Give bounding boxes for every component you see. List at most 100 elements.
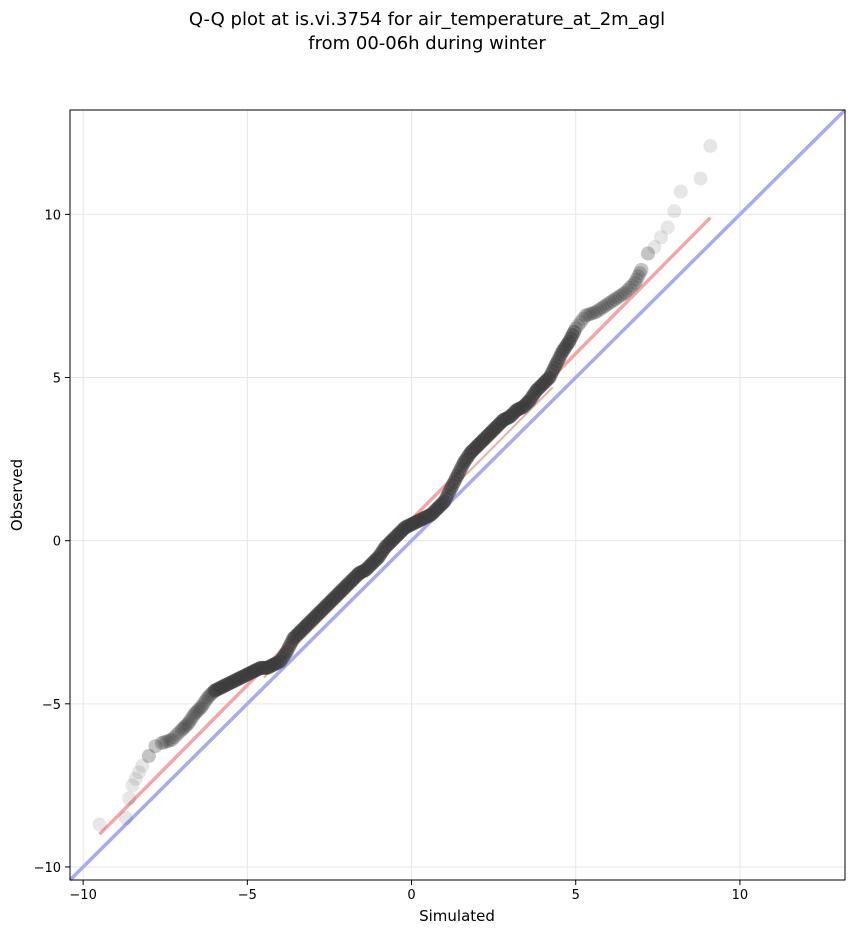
qq-point: [135, 758, 150, 773]
qq-point: [605, 293, 620, 308]
y-tick-label: 10: [44, 208, 61, 223]
qq-point: [585, 306, 600, 321]
qq-point: [615, 287, 630, 302]
qq-point: [613, 288, 628, 303]
qq-point: [625, 278, 640, 293]
qq-point: [581, 307, 596, 322]
y-axis-label: Observed: [8, 459, 26, 531]
qq-point: [620, 283, 635, 298]
qq-point: [632, 266, 647, 281]
qq-point: [167, 730, 182, 745]
qq-point: [598, 298, 613, 313]
qq-point: [164, 732, 179, 747]
qq-point: [187, 706, 202, 721]
qq-point: [571, 318, 586, 333]
y-axis-ticks: −10 −5 0 5 10: [34, 208, 70, 876]
qq-point: [673, 184, 688, 199]
qq-point: [186, 709, 201, 724]
qq-point: [588, 305, 603, 320]
identity-line: [68, 108, 847, 882]
qq-point: [595, 300, 610, 315]
qq-point: [194, 700, 209, 715]
plot-frame: [69, 109, 846, 881]
qq-point: [279, 644, 294, 659]
qq-point: [437, 494, 452, 509]
qq-point: [622, 280, 637, 295]
qq-point: [176, 721, 191, 736]
qq-point: [617, 285, 632, 300]
qq-point: [634, 262, 649, 277]
qq-point: [125, 778, 140, 793]
qq-point: [148, 739, 163, 754]
y-tick-label: 0: [53, 535, 61, 550]
x-axis-label: Simulated: [419, 907, 495, 925]
qq-point: [693, 171, 708, 186]
qq-point: [568, 321, 583, 336]
grid-lines: [70, 110, 845, 880]
qq-point: [192, 701, 207, 716]
qq-point: [131, 765, 146, 780]
qq-point: [159, 734, 174, 749]
qq-point: [162, 733, 177, 748]
qq-point: [593, 302, 608, 317]
qq-point: [172, 725, 187, 740]
x-tick-label: −5: [238, 888, 257, 903]
qq-point: [600, 297, 615, 312]
qq-point: [640, 246, 655, 261]
qq-point: [450, 468, 465, 483]
qq-point: [562, 334, 577, 349]
qq-point: [197, 695, 212, 710]
qq-point: [603, 295, 618, 310]
qq-point: [182, 713, 197, 728]
qq-point: [578, 308, 593, 323]
x-tick-label: −10: [69, 888, 96, 903]
qq-point: [177, 719, 192, 734]
qq-point: [199, 692, 214, 707]
qq-point: [128, 771, 143, 786]
x-axis-ticks: −10 −5 0 5 10: [69, 880, 748, 903]
qq-point: [647, 240, 662, 255]
qq-point: [631, 269, 646, 284]
qq-point: [567, 324, 582, 339]
chart-title-line-2: from 00-06h during winter: [308, 33, 546, 54]
qq-point: [583, 306, 598, 321]
qq-point: [118, 811, 133, 826]
qq-point: [542, 370, 557, 385]
qq-point: [443, 481, 458, 496]
qq-point: [549, 357, 564, 372]
qq-point: [563, 331, 578, 346]
qq-point: [92, 817, 107, 832]
qq-point: [157, 735, 172, 750]
x-tick-label: 5: [572, 888, 580, 903]
qq-point: [141, 749, 156, 764]
qq-point: [184, 711, 199, 726]
y-tick-label: −5: [42, 698, 61, 713]
qq-point: [174, 722, 189, 737]
y-tick-label: 5: [53, 372, 61, 387]
qq-point: [590, 303, 605, 318]
qq-point: [179, 718, 194, 733]
x-tick-label: 10: [732, 888, 749, 903]
qq-point: [703, 138, 718, 153]
data-points: [92, 138, 718, 832]
qq-point: [654, 230, 669, 245]
qq-point: [189, 704, 204, 719]
qq-point: [629, 272, 644, 287]
qq-point: [576, 311, 591, 326]
qq-point: [181, 716, 196, 731]
qq-point: [667, 204, 682, 219]
x-tick-label: 0: [407, 888, 415, 903]
qq-point: [191, 703, 206, 718]
chart-title-line-1: Q-Q plot at is.vi.3754 for air_temperatu…: [188, 9, 666, 30]
qq-point: [610, 290, 625, 305]
qq-point: [660, 220, 675, 235]
chart-title: Q-Q plot at is.vi.3754 for air_temperatu…: [0, 8, 854, 56]
qq-point: [195, 697, 210, 712]
qq-point: [573, 315, 588, 330]
qq-point: [627, 275, 642, 290]
qq-point: [154, 735, 169, 750]
reference-lines: [68, 108, 847, 882]
qq-point: [565, 328, 580, 343]
y-tick-label: −10: [34, 861, 61, 876]
